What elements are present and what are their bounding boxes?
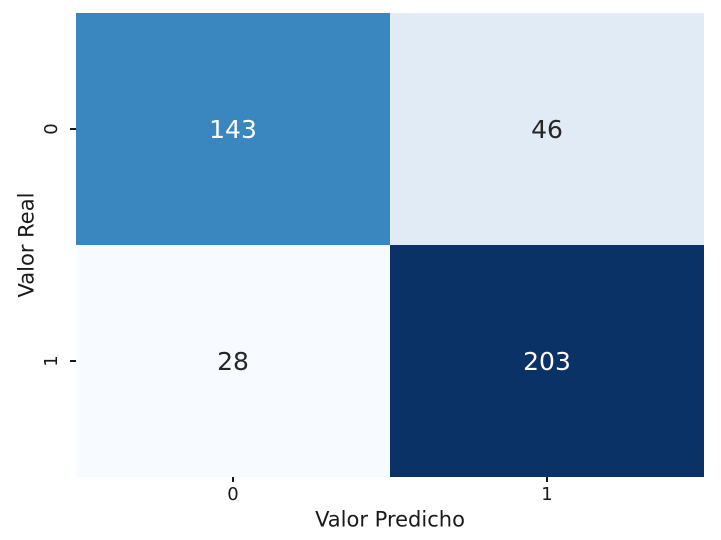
heatmap-cell-real1-pred0: 28 — [76, 245, 390, 477]
cell-value: 46 — [531, 114, 563, 144]
heatmap-cell-real1-pred1: 203 — [390, 245, 704, 477]
x-tick-mark-0 — [232, 477, 234, 482]
cell-value: 28 — [217, 346, 249, 376]
x-tick-label-1: 1 — [541, 484, 553, 505]
x-tick-label-0: 0 — [227, 484, 239, 505]
x-tick-mark-1 — [546, 477, 548, 482]
y-tick-mark-0 — [70, 128, 76, 130]
y-tick-label-0: 0 — [41, 123, 62, 135]
cell-value: 203 — [523, 346, 571, 376]
y-tick-label-1: 1 — [41, 355, 62, 367]
heatmap-cell-real0-pred1: 46 — [390, 13, 704, 245]
heatmap-cell-real0-pred0: 143 — [76, 13, 390, 245]
y-tick-mark-1 — [70, 360, 76, 362]
cell-value: 143 — [209, 114, 257, 144]
heatmap-plot: 143 46 28 203 — [76, 13, 704, 477]
x-axis-label: Valor Predicho — [315, 507, 465, 532]
y-axis-label: Valor Real — [14, 192, 39, 298]
